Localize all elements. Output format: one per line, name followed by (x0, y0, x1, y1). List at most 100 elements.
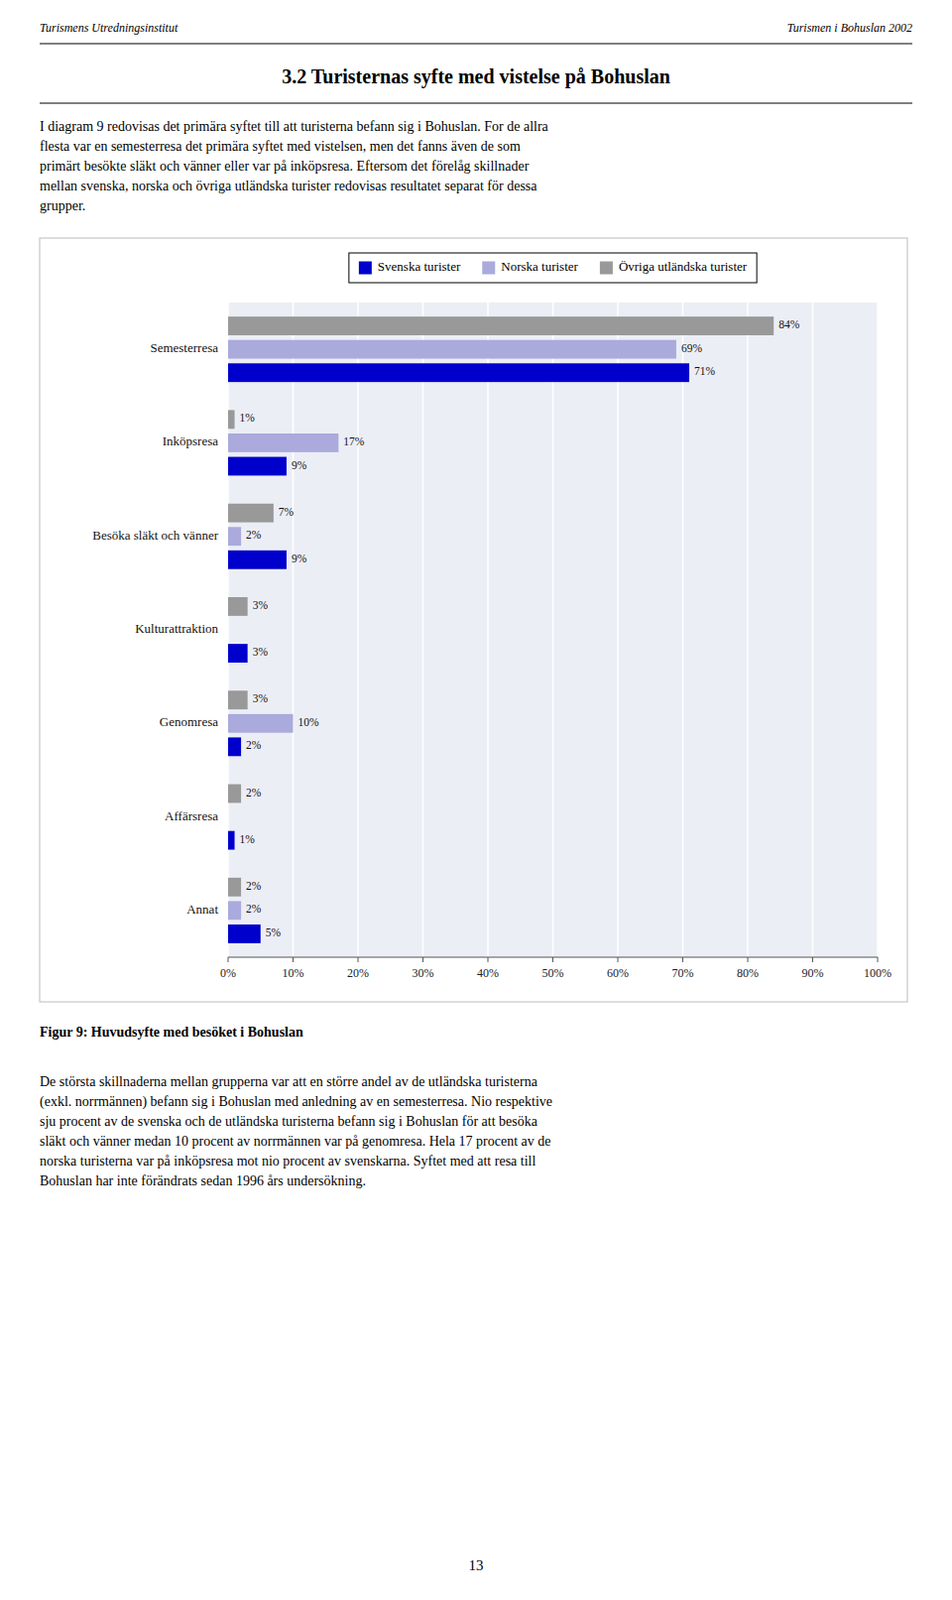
bars (228, 316, 774, 944)
data-label: 84% (778, 318, 801, 331)
category-label: Genomresa (159, 714, 219, 729)
data-label: 7% (278, 505, 295, 518)
grid-line (876, 302, 879, 957)
data-label: 3% (252, 598, 269, 611)
grid-line (746, 302, 749, 957)
x-tick (552, 956, 554, 962)
bar (228, 643, 248, 663)
intro-line: flesta var en semesterresa det primära s… (39, 138, 521, 154)
data-labels: 71%69%84%9%17%1%9%2%7%3%3%2%10%3%1%2%5%2… (239, 318, 801, 939)
bar (228, 550, 287, 570)
data-label: 17% (343, 435, 365, 448)
body-line: Bohuslan har inte förändrats sedan 1996 … (39, 1173, 366, 1189)
data-label: 3% (252, 692, 269, 705)
category-label: Semesterresa (149, 340, 219, 356)
grid-line (357, 302, 359, 957)
legend-item: Svenska turister (358, 258, 462, 275)
x-tick-label: 20% (347, 965, 369, 980)
data-label: 1% (239, 833, 256, 845)
bar (228, 503, 274, 523)
data-label: 2% (245, 879, 262, 892)
bar (228, 784, 241, 804)
legend-item: Övriga utländska turister (599, 258, 748, 275)
bar (228, 340, 677, 359)
body-line: De största skillnaderna mellan grupperna… (39, 1073, 539, 1089)
header-left: Turismens Utredningsinstitut (39, 20, 179, 35)
grid-line (812, 302, 815, 957)
data-label: 10% (298, 715, 321, 728)
x-tick-label: 40% (476, 965, 499, 980)
bar (228, 736, 241, 756)
x-tick-label: 80% (736, 965, 759, 980)
data-label: 71% (694, 364, 716, 377)
body-line: (exkl. norrmännen) befann sig i Bohuslan… (39, 1093, 553, 1110)
category-label: Annat (186, 901, 219, 917)
page-background (0, 0, 952, 1600)
legend-swatch (599, 261, 613, 275)
intro-line: I diagram 9 redovisas det primära syftet… (39, 119, 550, 134)
category-label: Affärsresa (164, 808, 219, 824)
data-label: 9% (291, 552, 308, 565)
category-label: Kulturattraktion (134, 620, 219, 636)
x-tick (617, 956, 619, 962)
x-tick-label: 30% (412, 965, 435, 980)
page: Turismens Utredningsinstitut Turismen i B… (0, 0, 952, 1600)
body-line: sju procent av de svenska och de utländs… (39, 1113, 539, 1129)
bar (228, 316, 774, 336)
x-tick-label: 70% (672, 965, 695, 980)
x-tick-label: 50% (542, 965, 565, 980)
legend-label: Övriga utländska turister (618, 258, 748, 274)
x-tick-label: 90% (802, 965, 825, 980)
bar (228, 714, 294, 733)
bar (228, 831, 236, 850)
bar (228, 433, 339, 453)
x-tick (228, 956, 230, 962)
bar (228, 457, 287, 476)
x-tick (487, 956, 489, 962)
legend-frame (349, 252, 757, 283)
grid-line (422, 302, 425, 957)
header-rule (39, 43, 913, 45)
intro-line: mellan svenska, norska och övriga utländ… (39, 178, 538, 194)
x-tick (357, 956, 359, 962)
grid-line (552, 302, 555, 957)
data-label: 1% (239, 411, 256, 424)
bar (228, 924, 261, 944)
data-label: 2% (245, 786, 262, 799)
header-right: Turismen i Bohuslan 2002 (787, 20, 913, 35)
x-axis (228, 956, 878, 958)
page-number: 13 (469, 1556, 484, 1573)
category-label: Inköpsresa (162, 433, 220, 449)
x-tick (747, 956, 749, 962)
data-label: 5% (265, 926, 282, 939)
bar (228, 877, 241, 897)
legend-swatch (358, 261, 372, 275)
heading: 3.2 Turisternas syfte med vistelse på Bo… (281, 65, 671, 89)
data-label: 9% (291, 459, 308, 472)
x-tick (877, 956, 879, 962)
chart: 0%10%20%30%40%50%60%70%80%90%100%71%69%8… (92, 302, 892, 980)
legend-swatch (481, 261, 495, 275)
x-tick-label: 60% (606, 965, 629, 980)
x-tick-label: 0% (220, 965, 237, 980)
data-label: 2% (245, 902, 262, 915)
x-tick (422, 956, 424, 962)
bar (228, 596, 248, 616)
body-line: släkt och vänner medan 10 procent av nor… (39, 1133, 551, 1149)
bar (228, 409, 236, 429)
data-label: 2% (245, 738, 262, 751)
data-label: 2% (245, 528, 262, 541)
x-tick-label: 10% (282, 965, 305, 980)
bar (228, 526, 241, 546)
intro-line: primärt besökte släkt och vänner eller v… (39, 158, 530, 174)
bar (228, 690, 248, 710)
bar (228, 362, 690, 382)
chart-title: Figur 9: Huvudsyfte med besöket i Bohusl… (39, 1024, 304, 1040)
legend-label: Svenska turister (377, 258, 462, 274)
bar (228, 900, 241, 920)
x-tick-label: 100% (863, 965, 892, 980)
plot-background (228, 302, 878, 957)
grid-line (486, 302, 489, 957)
grid-line (227, 302, 230, 957)
grid-line (292, 302, 295, 957)
